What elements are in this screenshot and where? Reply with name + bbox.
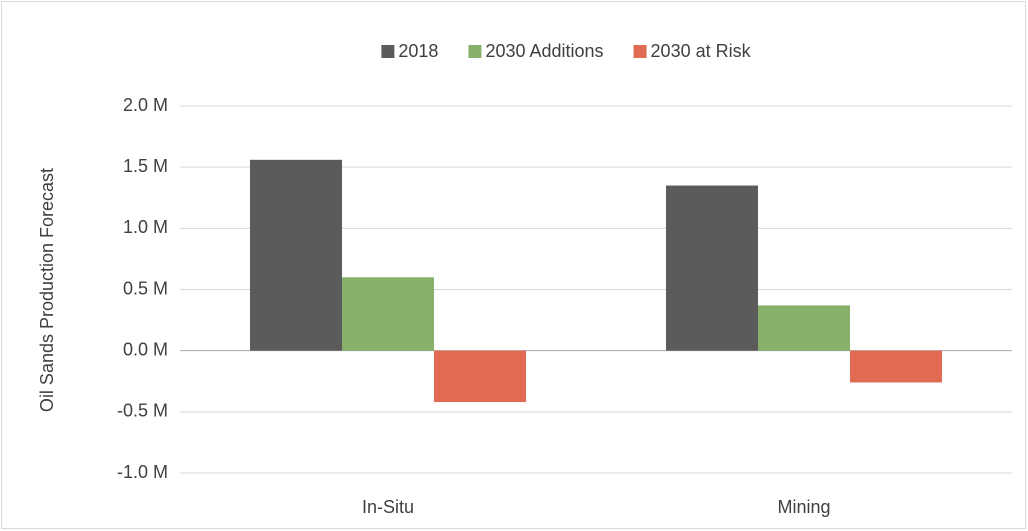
y-tick-label: 0.5 M <box>123 278 168 298</box>
legend-label: 2030 Additions <box>485 41 603 61</box>
bar <box>250 159 342 351</box>
y-tick-label: 2.0 M <box>123 95 168 115</box>
bar <box>758 305 850 351</box>
y-tick-label: -1.0 M <box>117 462 168 482</box>
bar <box>434 350 526 403</box>
legend-label: 2018 <box>398 41 438 61</box>
bar <box>666 185 758 351</box>
y-tick-label: -0.5 M <box>117 401 168 421</box>
bar <box>850 350 942 383</box>
y-axis-title: Oil Sands Production Forecast <box>37 168 57 412</box>
legend-swatch <box>633 45 647 58</box>
legend-swatch <box>381 45 395 58</box>
y-tick-label: 1.5 M <box>123 156 168 176</box>
x-tick-label: In-Situ <box>362 497 414 517</box>
legend-swatch <box>468 45 482 58</box>
legend-label: 2030 at Risk <box>651 41 752 61</box>
x-tick-label: Mining <box>777 497 830 517</box>
y-tick-label: 0.0 M <box>123 339 168 359</box>
bar <box>342 277 434 351</box>
y-tick-label: 1.0 M <box>123 217 168 237</box>
